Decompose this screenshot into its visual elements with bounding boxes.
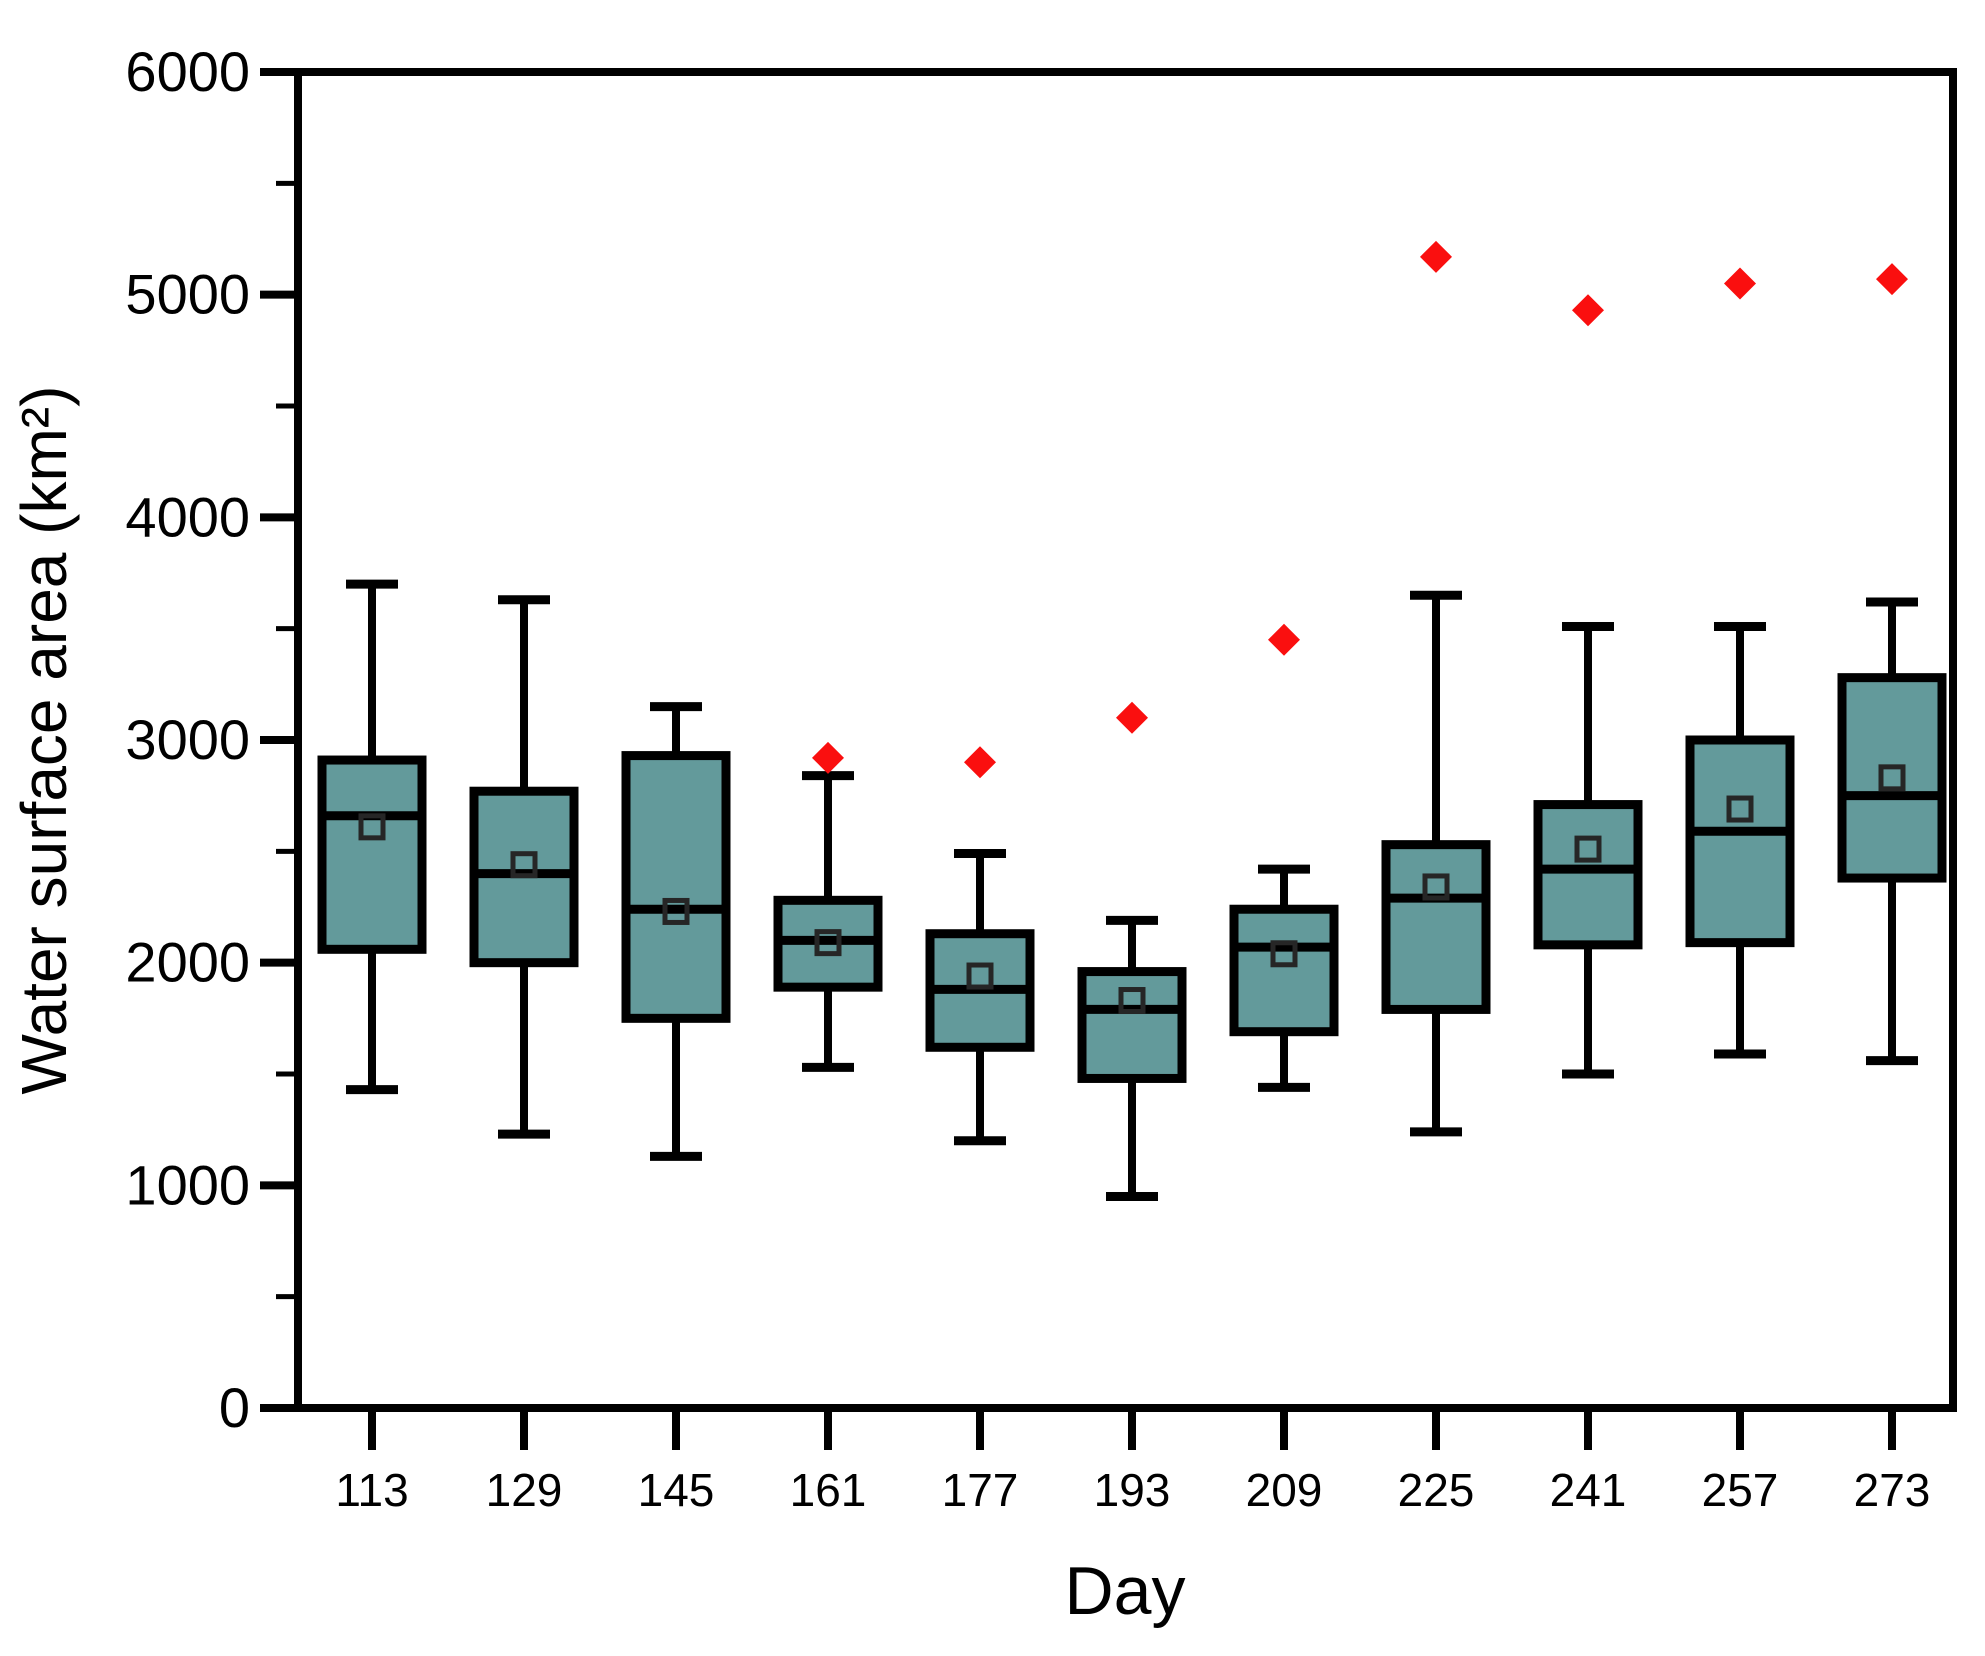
mean-marker bbox=[662, 897, 690, 925]
box-group-day-257 bbox=[1685, 267, 1795, 1059]
y-tick-label: 6000 bbox=[125, 40, 250, 103]
x-tick-label: 193 bbox=[1094, 1464, 1171, 1516]
iqr-box bbox=[1229, 904, 1339, 1037]
mean-marker bbox=[814, 929, 842, 957]
x-tick-label: 241 bbox=[1550, 1464, 1627, 1516]
x-tick-label: 273 bbox=[1854, 1464, 1931, 1516]
y-tick-label: 0 bbox=[219, 1376, 250, 1439]
x-tick-label: 113 bbox=[335, 1464, 408, 1516]
iqr-box bbox=[1533, 800, 1643, 950]
y-axis-title: Water surface area (km²) bbox=[8, 386, 80, 1095]
mean-marker bbox=[1726, 795, 1754, 823]
mean-marker bbox=[1422, 873, 1450, 901]
box-group-day-225 bbox=[1381, 240, 1491, 1137]
diamond-marker bbox=[1420, 240, 1452, 273]
mean-marker bbox=[358, 813, 386, 841]
mean-marker bbox=[1270, 940, 1298, 968]
y-tick-label: 4000 bbox=[125, 485, 250, 548]
x-tick-label: 145 bbox=[638, 1464, 715, 1516]
box-group-day-273 bbox=[1837, 263, 1947, 1066]
y-tick-label: 1000 bbox=[125, 1153, 250, 1216]
y-tick-label: 2000 bbox=[125, 931, 250, 994]
y-tick-label: 3000 bbox=[125, 708, 250, 771]
mean-marker bbox=[510, 851, 538, 879]
plot-frame bbox=[294, 68, 1957, 1412]
box-group-day-177 bbox=[925, 746, 1035, 1146]
mean-marker bbox=[966, 962, 994, 990]
iqr-box bbox=[621, 751, 731, 1023]
x-tick-label: 225 bbox=[1398, 1464, 1475, 1516]
box-group-day-193 bbox=[1077, 701, 1187, 1201]
iqr-box bbox=[1685, 735, 1795, 948]
diamond-marker bbox=[1268, 623, 1300, 656]
diamond-marker bbox=[964, 746, 996, 779]
diamond-marker bbox=[1116, 701, 1148, 734]
iqr-box bbox=[1381, 840, 1491, 1014]
box-group-day-113 bbox=[317, 579, 427, 1095]
diamond-marker bbox=[1724, 267, 1756, 300]
iqr-box bbox=[1837, 673, 1947, 883]
y-tick-label: 5000 bbox=[125, 263, 250, 326]
x-tick-label: 209 bbox=[1246, 1464, 1323, 1516]
mean-marker bbox=[1118, 987, 1146, 1015]
box-group-day-241 bbox=[1533, 294, 1643, 1079]
x-tick-label: 161 bbox=[790, 1464, 867, 1516]
mean-marker bbox=[1878, 764, 1906, 792]
diamond-marker bbox=[1876, 263, 1908, 296]
mean-marker bbox=[1574, 835, 1602, 863]
diamond-marker bbox=[1572, 294, 1604, 327]
box-group-day-209 bbox=[1229, 623, 1339, 1092]
box-group-day-129 bbox=[469, 595, 579, 1139]
x-tick-label: 129 bbox=[486, 1464, 563, 1516]
x-tick-label: 177 bbox=[942, 1464, 1019, 1516]
box-group-day-145 bbox=[621, 702, 731, 1161]
box-group-day-161 bbox=[773, 741, 883, 1072]
x-tick-label: 257 bbox=[1702, 1464, 1779, 1516]
iqr-box bbox=[317, 755, 427, 954]
x-axis-title: Day bbox=[1065, 1553, 1186, 1629]
diamond-marker bbox=[812, 741, 844, 774]
